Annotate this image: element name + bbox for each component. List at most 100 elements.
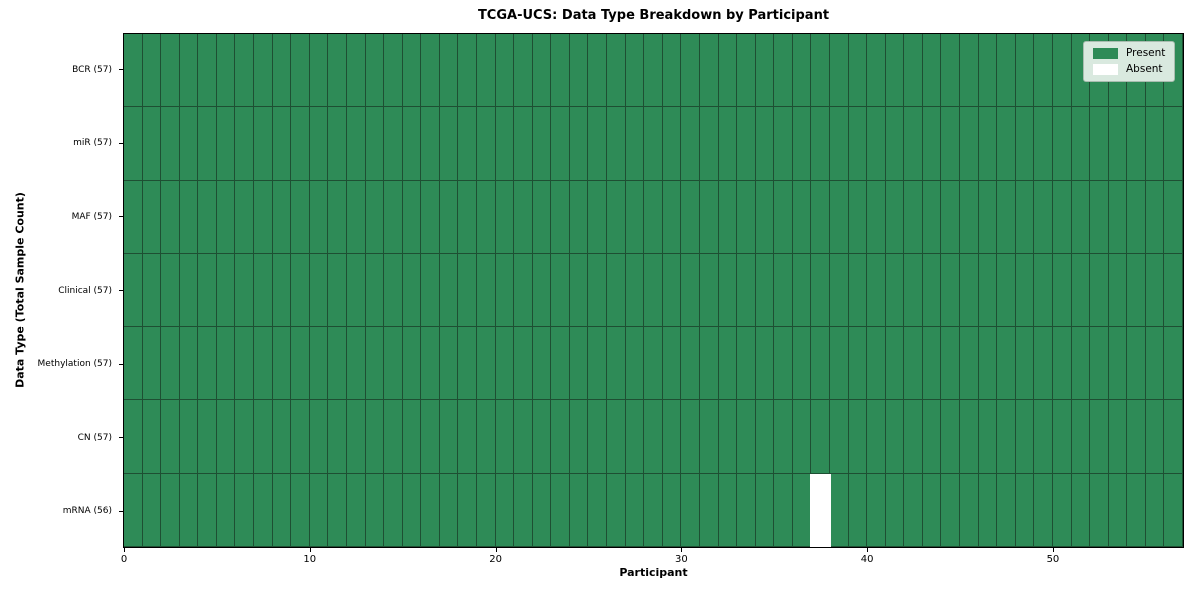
heatmap-cell-present	[179, 34, 199, 108]
heatmap-cell-present	[1052, 180, 1072, 254]
heatmap-cell-present	[142, 327, 162, 401]
heatmap-cell-present	[811, 253, 830, 328]
heatmap-cell-present	[216, 400, 236, 474]
heatmap-cell-present	[1052, 253, 1072, 328]
heatmap-cell-present	[1034, 327, 1053, 401]
heatmap-cell-present	[198, 473, 217, 547]
heatmap-cell-present	[235, 180, 255, 254]
heatmap-cell-present	[124, 400, 143, 474]
heatmap-cell-present	[384, 253, 403, 328]
heatmap-cell-present	[439, 473, 459, 547]
heatmap-cell-present	[941, 253, 961, 328]
heatmap-cell-present	[867, 327, 886, 401]
heatmap-cell-present	[458, 400, 477, 474]
heatmap-cell-present	[811, 327, 830, 401]
heatmap-cell-present	[328, 34, 347, 108]
heatmap-cell-present	[607, 473, 626, 547]
heatmap-cell-present	[830, 180, 849, 254]
heatmap-cell-present	[1034, 473, 1053, 547]
heatmap-cell-present	[1164, 327, 1183, 401]
heatmap-cell-present	[644, 107, 663, 181]
heatmap-cell-present	[272, 34, 292, 108]
heatmap-cell-present	[978, 107, 998, 181]
x-tick-label: 20	[489, 554, 502, 565]
heatmap-cell-present	[179, 473, 199, 547]
heatmap-cell-present	[755, 327, 775, 401]
y-tick-mark	[119, 142, 123, 144]
heatmap-cell-present	[588, 327, 608, 401]
heatmap-cell-present	[830, 473, 849, 547]
heatmap-cell-present	[161, 473, 180, 547]
heatmap-cell-present	[625, 253, 645, 328]
heatmap-cell-present	[811, 107, 830, 181]
heatmap-cell-present	[737, 34, 756, 108]
heatmap-cell-present	[699, 327, 719, 401]
heatmap-cell-present	[384, 180, 403, 254]
heatmap-cell-present	[1071, 473, 1091, 547]
heatmap-cell-present	[142, 107, 162, 181]
heatmap-cell-present	[644, 34, 663, 108]
heatmap-cell-present	[588, 253, 608, 328]
heatmap-cell-present	[922, 327, 942, 401]
heatmap-cell-present	[179, 327, 199, 401]
heatmap-cell-present	[997, 107, 1016, 181]
heatmap-cell-present	[848, 253, 868, 328]
heatmap-cell-present	[848, 34, 868, 108]
heatmap-cell-present	[1145, 107, 1165, 181]
heatmap-cell-present	[830, 400, 849, 474]
heatmap-cell-present	[365, 327, 385, 401]
heatmap-cell-present	[1127, 107, 1146, 181]
heatmap-cell-present	[402, 107, 422, 181]
heatmap-cell-present	[1108, 400, 1128, 474]
heatmap-cell-present	[867, 400, 886, 474]
heatmap-cell-present	[179, 253, 199, 328]
heatmap-cell-present	[904, 327, 923, 401]
x-tick-mark	[124, 548, 125, 552]
legend-entry: Present	[1093, 48, 1165, 59]
heatmap-cell-present	[532, 327, 552, 401]
heatmap-cell-present	[514, 253, 533, 328]
heatmap-cell-present	[179, 400, 199, 474]
heatmap-cell-present	[272, 327, 292, 401]
heatmap-cell-present	[625, 473, 645, 547]
heatmap-cell-present	[848, 473, 868, 547]
heatmap-cell-present	[774, 180, 793, 254]
heatmap-cell-present	[1090, 400, 1109, 474]
heatmap-cell-present	[216, 107, 236, 181]
heatmap-cell-present	[1052, 327, 1072, 401]
heatmap-cell-present	[1127, 327, 1146, 401]
heatmap-cell-present	[922, 400, 942, 474]
heatmap-cell-present	[179, 107, 199, 181]
y-tick-label: CN (57)	[77, 432, 112, 443]
heatmap-cell-present	[1052, 107, 1072, 181]
heatmap-cell-present	[737, 253, 756, 328]
heatmap-cell-present	[792, 400, 812, 474]
heatmap-cell-present	[607, 400, 626, 474]
heatmap-cell-present	[198, 253, 217, 328]
legend-label: Present	[1126, 47, 1166, 60]
heatmap-cell-present	[699, 180, 719, 254]
heatmap-cell-present	[495, 180, 515, 254]
heatmap-cell-present	[551, 327, 570, 401]
heatmap-cell-present	[941, 180, 961, 254]
heatmap-cell-present	[755, 400, 775, 474]
heatmap-cell-present	[365, 107, 385, 181]
heatmap-cell-present	[1071, 107, 1091, 181]
heatmap-cell-present	[346, 253, 366, 328]
heatmap-cell-present	[960, 253, 979, 328]
heatmap-cell-present	[644, 473, 663, 547]
heatmap-cell-present	[904, 253, 923, 328]
heatmap-cell-present	[718, 180, 738, 254]
heatmap-cell-present	[922, 253, 942, 328]
heatmap-cell-present	[644, 327, 663, 401]
heatmap-cell-present	[569, 327, 589, 401]
y-tick-label: Clinical (57)	[58, 285, 112, 296]
heatmap-cell-present	[514, 107, 533, 181]
heatmap-cell-present	[402, 473, 422, 547]
heatmap-cell-present	[662, 253, 682, 328]
heatmap-cell-present	[328, 327, 347, 401]
heatmap-cell-present	[477, 107, 496, 181]
heatmap-cell-present	[142, 400, 162, 474]
heatmap-cell-present	[830, 327, 849, 401]
heatmap-cell-present	[254, 34, 273, 108]
